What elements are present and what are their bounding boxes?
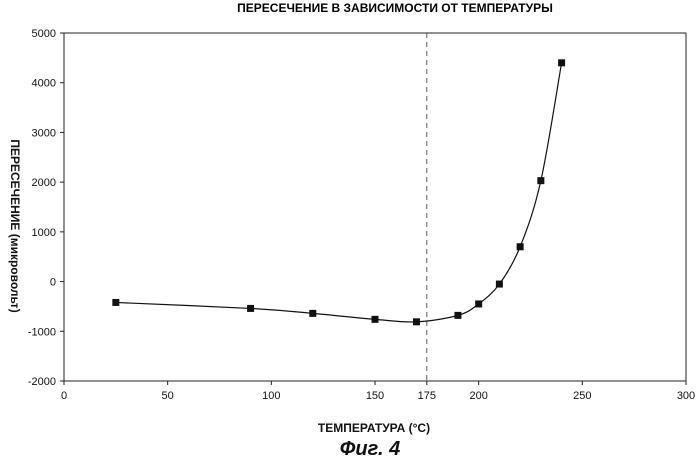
data-point-marker [371,315,379,323]
x-tick-label: 200 [469,390,487,402]
x-axis-label: ТЕМПЕРАТУРА (°C) [318,421,430,435]
data-point-marker [558,59,566,67]
x-tick-label: 100 [262,390,280,402]
y-axis-ticks: -2000 -1000 0 1000 2000 3000 4000 5000 [28,28,64,388]
x-tick-label: 175 [418,390,436,402]
x-axis-ticks: 0 50 100 150 175 200 250 300 [61,381,695,402]
data-point-marker [475,300,483,308]
data-point-marker [454,311,462,319]
y-axis-label: ПЕРЕСЕЧЕНИЕ (микровольт) [8,139,22,312]
x-tick-label: 250 [573,390,591,402]
data-point-marker [112,298,120,306]
data-point-marker [495,280,503,288]
x-tick-label: 300 [677,390,695,402]
y-tick-label: 2000 [32,177,56,189]
figure-caption: Фиг. 4 [340,438,400,460]
data-point-marker [309,309,317,317]
y-tick-label: -1000 [28,326,56,338]
y-tick-label: 3000 [32,127,56,139]
x-tick-label: 50 [162,390,174,402]
x-tick-label: 0 [61,390,67,402]
data-series-curve [115,62,563,323]
data-point-marker [412,318,420,326]
data-point-marker [516,243,524,251]
y-tick-label: 0 [50,277,56,289]
data-point-marker [537,177,545,185]
plot-area [63,32,687,382]
y-tick-label: 1000 [32,227,56,239]
data-markers [112,59,566,326]
data-point-marker [247,304,255,312]
x-tick-label: 150 [366,390,384,402]
y-tick-label: 5000 [32,28,56,40]
y-tick-label: -2000 [28,376,56,388]
chart-title: ПЕРЕСЕЧЕНИЕ В ЗАВИСИМОСТИ ОТ ТЕМПЕРАТУРЫ [237,1,553,15]
y-tick-label: 4000 [32,78,56,90]
